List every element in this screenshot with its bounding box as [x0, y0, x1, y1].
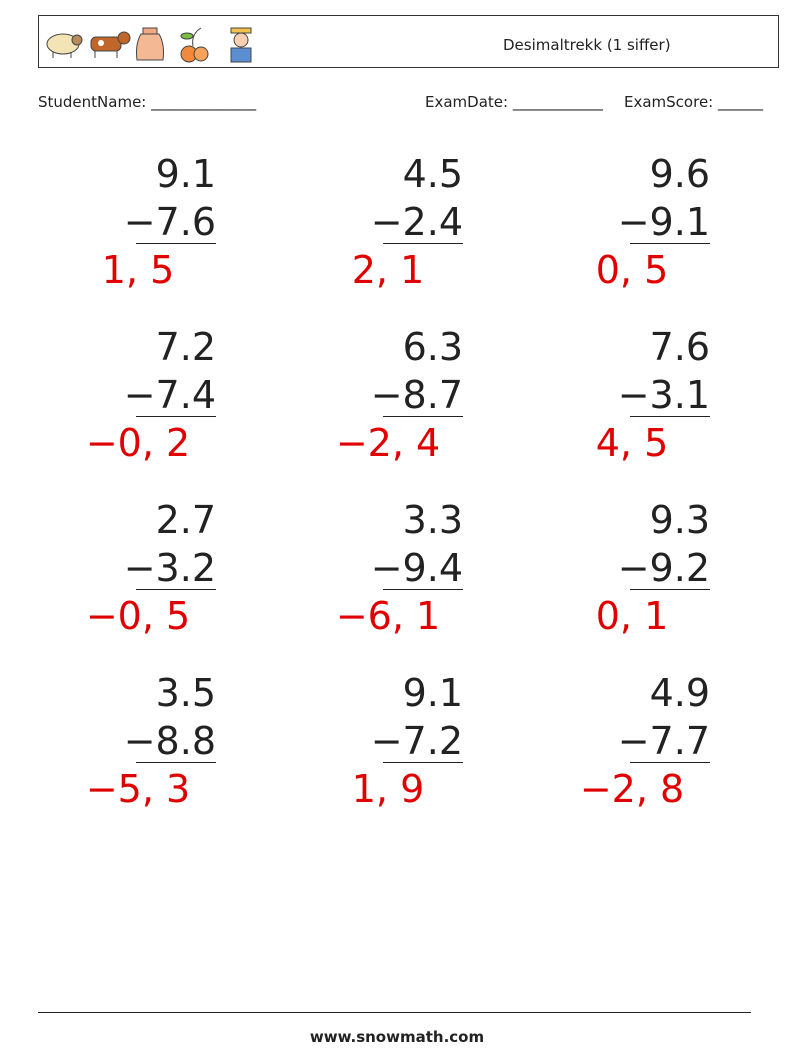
subtrahend: −8.8 [123, 719, 216, 763]
farmer-icon [230, 27, 252, 63]
subtrahend: −9.1 [617, 200, 710, 244]
subtrahend: −9.4 [370, 546, 463, 590]
worksheet-title: Desimaltrekk (1 siffer) [503, 36, 671, 54]
answer: −0, 2 [85, 421, 191, 465]
answer-line [136, 762, 216, 763]
subtrahend: −7.7 [617, 719, 710, 763]
answer-line [630, 243, 710, 244]
minuend: 7.6 [649, 325, 710, 369]
subtrahend: −3.2 [123, 546, 216, 590]
minuend: 2.7 [155, 498, 216, 542]
answer-line [136, 416, 216, 417]
minuend: 6.3 [402, 325, 463, 369]
answer: −2, 8 [579, 767, 685, 811]
subtrahend: −8.7 [370, 373, 463, 417]
exam-date-field: ExamDate: ____________ [425, 93, 603, 111]
answer-line [383, 589, 463, 590]
answer: 1, 5 [101, 248, 175, 292]
subtrahend: −7.4 [123, 373, 216, 417]
minuend: 7.2 [155, 325, 216, 369]
subtrahend: −7.6 [123, 200, 216, 244]
minuend: 3.5 [155, 671, 216, 715]
answer: 4, 5 [595, 421, 669, 465]
minuend: 4.9 [649, 671, 710, 715]
minuend: 9.6 [649, 152, 710, 196]
minuend: 3.3 [402, 498, 463, 542]
minuend: 9.3 [649, 498, 710, 542]
student-name-field: StudentName: ______________ [38, 93, 257, 111]
answer: −5, 3 [85, 767, 191, 811]
answer: −0, 5 [85, 594, 191, 638]
minuend: 9.1 [155, 152, 216, 196]
minuend: 4.5 [402, 152, 463, 196]
jug-icon [136, 27, 164, 61]
sprout-icon [180, 27, 209, 63]
exam-score-field: ExamScore: ______ [624, 93, 763, 111]
subtrahend: −9.2 [617, 546, 710, 590]
cow-icon [90, 31, 131, 58]
answer: 2, 1 [351, 248, 425, 292]
answer-line [383, 243, 463, 244]
minuend: 9.1 [402, 671, 463, 715]
answer-line [383, 416, 463, 417]
footer-rule [38, 1012, 751, 1013]
answer-line [630, 589, 710, 590]
answer-line [136, 243, 216, 244]
header-box: Desimaltrekk (1 siffer) [38, 15, 779, 68]
subtrahend: −7.2 [370, 719, 463, 763]
answer: 0, 5 [595, 248, 669, 292]
answer: 1, 9 [351, 767, 425, 811]
sheep-icon [46, 33, 83, 58]
answer: −6, 1 [335, 594, 441, 638]
footer-url: www.snowmath.com [309, 1028, 485, 1046]
answer-line [630, 762, 710, 763]
answer-line [136, 589, 216, 590]
header-icons [46, 27, 252, 63]
subtrahend: −2.4 [370, 200, 463, 244]
answer-line [383, 762, 463, 763]
answer: −2, 4 [335, 421, 441, 465]
answer: 0, 1 [595, 594, 669, 638]
subtrahend: −3.1 [617, 373, 710, 417]
answer-line [630, 416, 710, 417]
